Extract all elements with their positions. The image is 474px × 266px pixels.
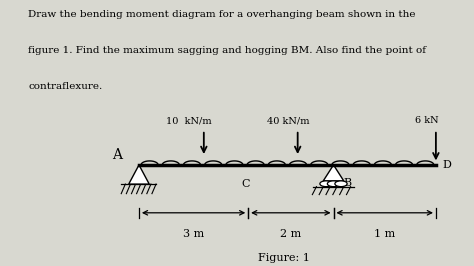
Text: C: C xyxy=(241,179,250,189)
Polygon shape xyxy=(129,165,149,184)
Text: figure 1. Find the maximum sagging and hogging BM. Also find the point of: figure 1. Find the maximum sagging and h… xyxy=(28,45,426,55)
Text: B: B xyxy=(344,178,352,188)
Circle shape xyxy=(320,181,332,187)
Circle shape xyxy=(335,181,347,187)
Text: 1 m: 1 m xyxy=(374,229,395,239)
Text: 2 m: 2 m xyxy=(280,229,301,239)
Text: 3 m: 3 m xyxy=(183,229,204,239)
Text: D: D xyxy=(443,160,452,170)
Text: 10  kN/m: 10 kN/m xyxy=(166,117,212,126)
Polygon shape xyxy=(323,165,344,181)
Text: Draw the bending moment diagram for a overhanging beam shown in the: Draw the bending moment diagram for a ov… xyxy=(28,10,416,19)
Text: Figure: 1: Figure: 1 xyxy=(258,253,310,263)
Text: contraflexure.: contraflexure. xyxy=(28,82,102,91)
Text: 40 kN/m: 40 kN/m xyxy=(267,117,310,126)
Text: A: A xyxy=(112,148,122,161)
Circle shape xyxy=(328,181,340,187)
Text: 6 kN: 6 kN xyxy=(415,117,439,126)
